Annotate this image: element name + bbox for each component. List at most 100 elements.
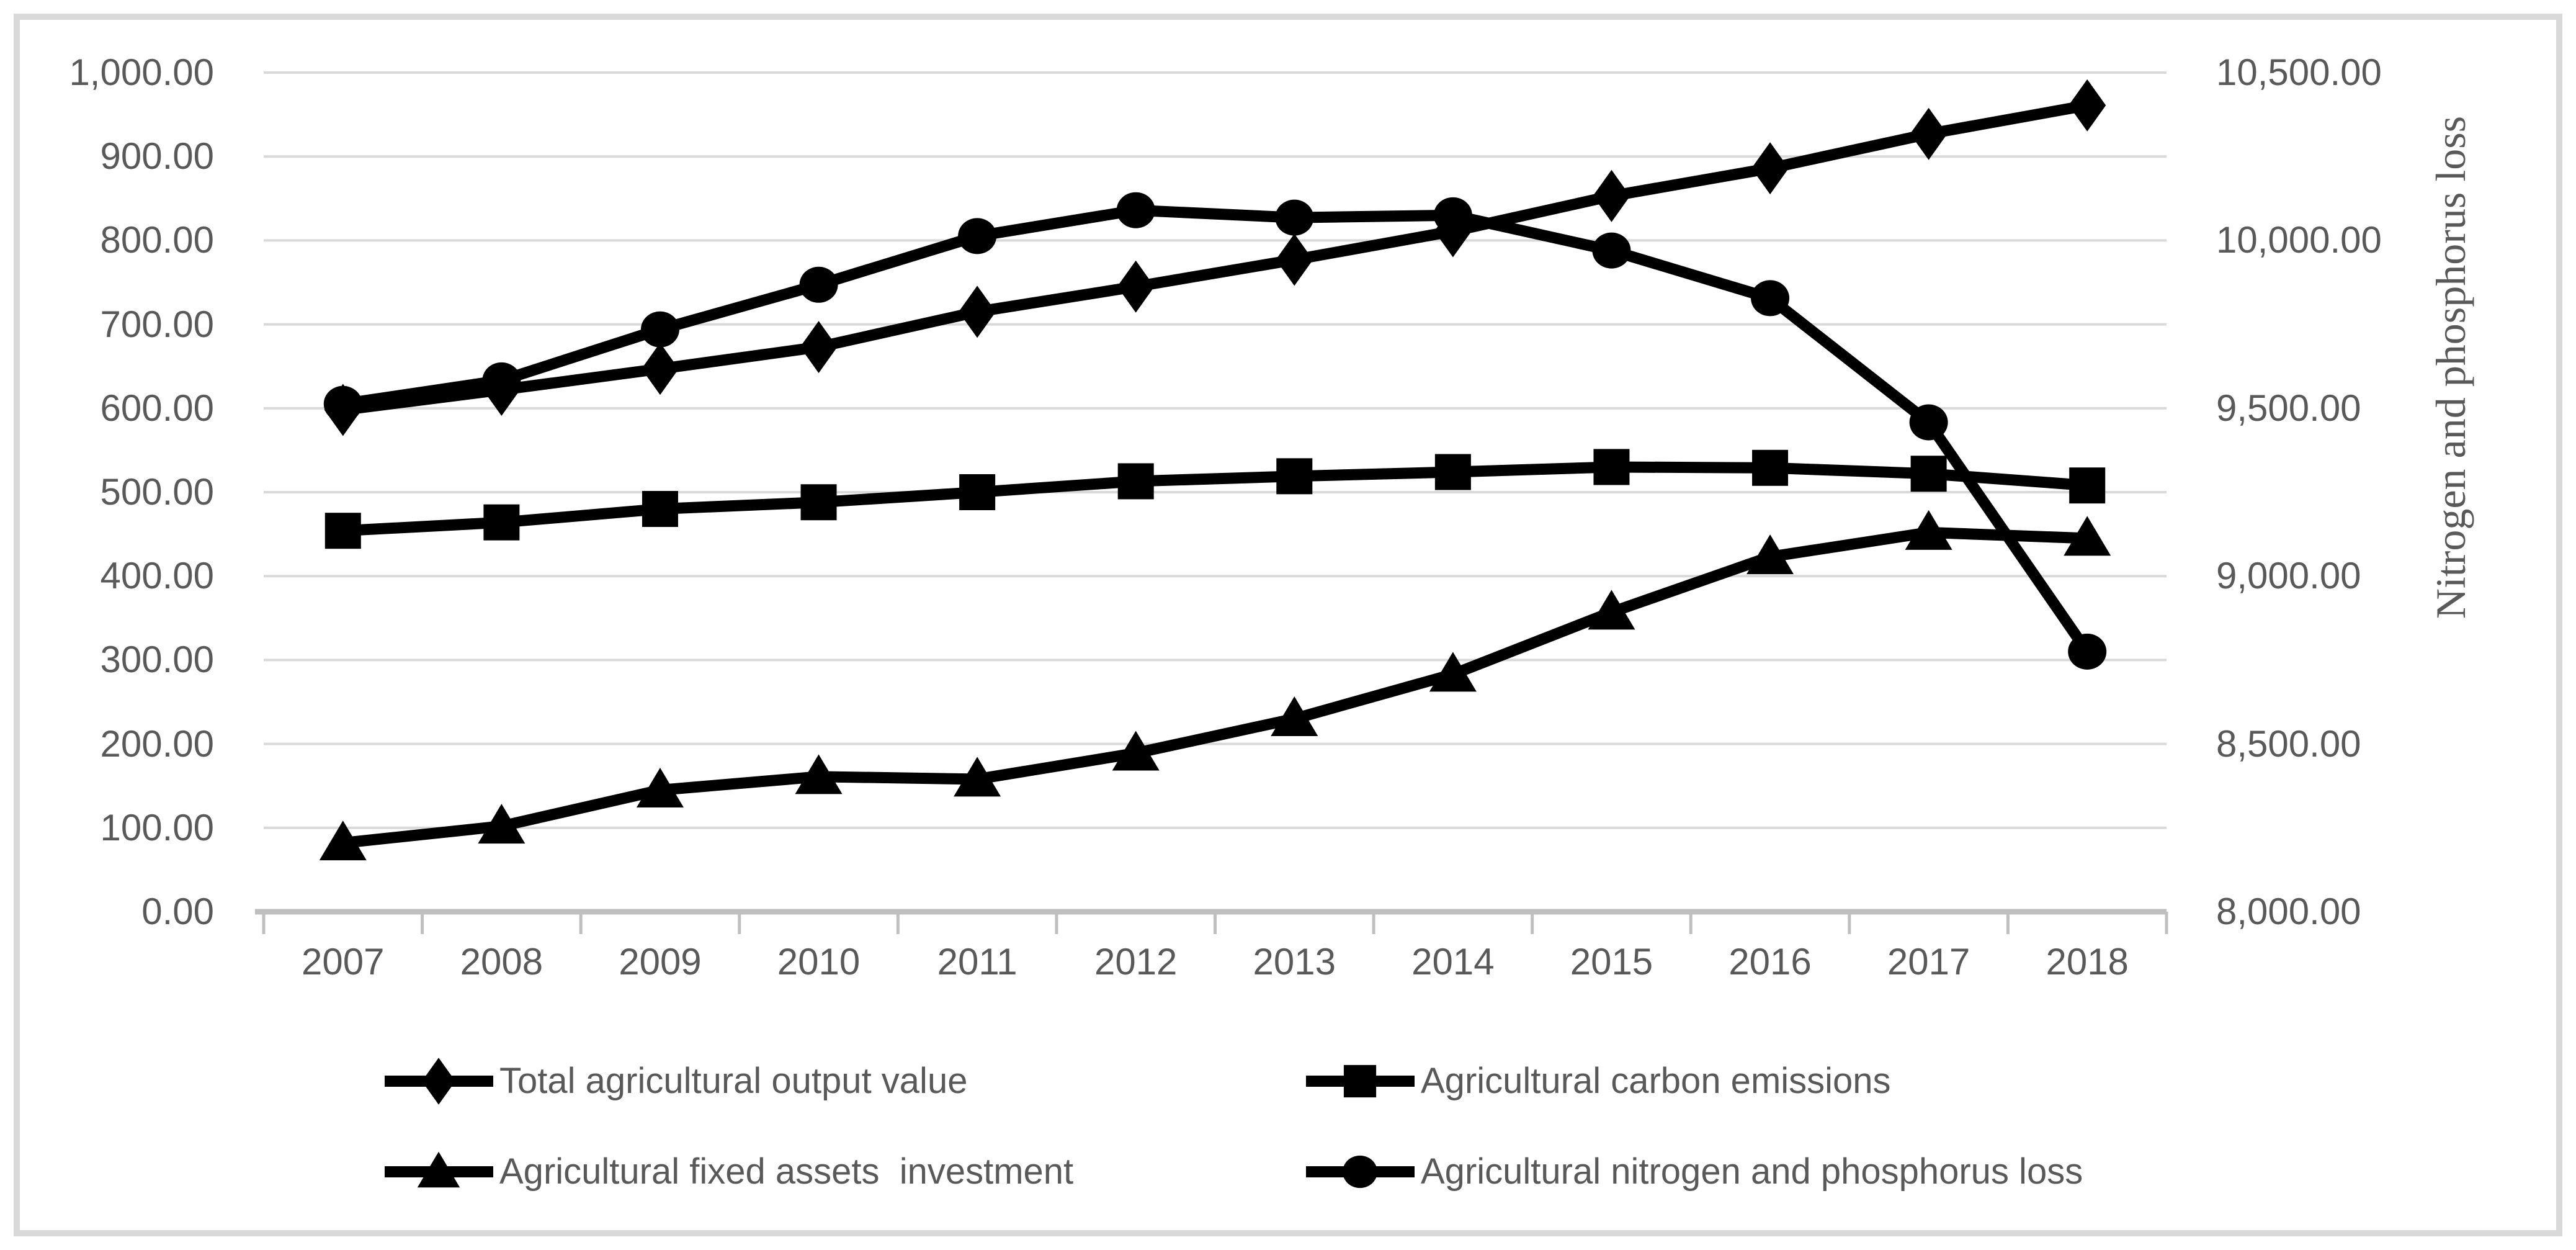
circle-marker — [482, 362, 521, 398]
diamond-marker — [1751, 142, 1789, 195]
right-axis-tick-label: 10,000.00 — [2216, 219, 2382, 261]
left-axis-tick-label: 700.00 — [100, 303, 214, 345]
x-axis-tick-label: 2015 — [1570, 941, 1653, 982]
diamond-marker — [2068, 79, 2106, 132]
legend-label: Agricultural nitrogen and phosphorus los… — [1421, 1151, 2083, 1192]
triangle-marker — [319, 821, 367, 861]
triangle-marker — [795, 754, 843, 794]
circle-series-key-icon — [1306, 1155, 1415, 1189]
circle-marker — [1433, 197, 1472, 233]
left-axis-tick-label: 500.00 — [100, 471, 214, 513]
diamond-marker — [800, 321, 838, 374]
left-axis-tick-label: 200.00 — [100, 722, 214, 765]
legend-label: Total agricultural output value — [499, 1061, 968, 1101]
right-axis-tick-label: 8,000.00 — [2216, 891, 2361, 932]
series-square — [324, 449, 2106, 549]
diamond-marker — [1117, 260, 1155, 313]
x-axis-tick-label: 2011 — [937, 941, 1017, 982]
triangle-marker — [1429, 652, 1477, 692]
square-marker — [1117, 463, 1154, 500]
left-axis-tick-label: 600.00 — [100, 387, 214, 429]
x-axis-tick-label: 2014 — [1411, 941, 1495, 982]
square-marker — [800, 484, 837, 521]
diamond-marker — [959, 286, 996, 338]
legend-item-fixed-assets: Agricultural fixed assets investment — [385, 1146, 1073, 1198]
triangle-marker — [1271, 696, 1318, 737]
diamond-marker — [1910, 107, 1948, 160]
right-axis-tick-label: 9,500.00 — [2216, 387, 2361, 429]
triangle-marker — [636, 767, 684, 807]
series-line — [342, 204, 2092, 655]
left-axis-tick-label: 0.00 — [141, 891, 214, 932]
square-marker — [1910, 456, 1947, 492]
circle-marker — [1751, 280, 1790, 317]
circle-marker — [799, 266, 838, 303]
diamond-marker — [641, 343, 679, 395]
square-marker — [1752, 449, 1789, 486]
series-circle — [323, 192, 2107, 670]
right-axis-tick-label: 10,500.00 — [2216, 52, 2382, 93]
x-axis-tick-label: 2008 — [460, 941, 543, 982]
circle-marker — [1116, 192, 1155, 228]
x-axis-tick-label: 2016 — [1729, 941, 1812, 982]
legend-item-carbon-emissions: Agricultural carbon emissions — [1306, 1055, 1891, 1107]
x-axis-tick-label: 2013 — [1253, 941, 1336, 982]
square-marker — [1593, 449, 1630, 485]
left-axis-tick-label: 900.00 — [100, 135, 214, 178]
square-marker — [1276, 458, 1313, 495]
triangle-marker — [1112, 731, 1160, 771]
x-axis-tick-label: 2012 — [1094, 941, 1178, 982]
circle-marker — [1592, 232, 1631, 269]
circle-marker — [2068, 633, 2107, 670]
x-axis-tick-label: 2017 — [1887, 941, 1970, 982]
x-axis-tick-label: 2007 — [302, 941, 385, 982]
series-line — [342, 461, 2088, 537]
left-axis-tick-label: 100.00 — [100, 806, 214, 848]
square-marker — [483, 504, 520, 541]
series-diamond — [324, 79, 2106, 436]
legend-item-nitrogen-phosphorus: Agricultural nitrogen and phosphorus los… — [1306, 1146, 2083, 1198]
circle-marker — [640, 311, 679, 348]
x-axis-tick-label: 2018 — [2046, 941, 2129, 982]
triangle-series-key-icon — [385, 1151, 493, 1188]
circle-marker — [323, 385, 362, 422]
left-axis-tick-label: 400.00 — [100, 555, 214, 597]
circle-marker — [1343, 1155, 1377, 1189]
legend-label: Agricultural fixed assets investment — [499, 1151, 1074, 1192]
series-line — [342, 526, 2088, 849]
series-triangle — [319, 510, 2111, 861]
triangle-marker — [478, 804, 525, 844]
triangle-marker — [1905, 510, 1952, 550]
circle-marker — [1909, 404, 1948, 441]
diamond-marker — [422, 1058, 455, 1105]
right-axis-tick-label: 9,000.00 — [2216, 555, 2361, 597]
triangle-marker — [1588, 590, 1635, 630]
left-axis-tick-label: 800.00 — [100, 219, 214, 261]
left-axis-tick-label: 300.00 — [100, 639, 214, 681]
triangle-marker — [954, 757, 1001, 797]
triangle-marker — [1746, 534, 1794, 575]
square-marker — [1434, 454, 1471, 490]
legend-label: Agricultural carbon emissions — [1421, 1061, 1891, 1101]
x-axis-tick-label: 2009 — [619, 941, 702, 982]
triangle-marker — [2064, 516, 2111, 556]
diamond-series-key-icon — [385, 1058, 493, 1105]
x-axis-tick-label: 2010 — [777, 941, 861, 982]
right-axis-title: Nitrogen and phosphorus loss — [2427, 115, 2474, 619]
square-marker — [324, 513, 361, 549]
right-axis-tick-label: 8,500.00 — [2216, 722, 2361, 765]
square-marker — [1343, 1064, 1377, 1098]
diamond-marker — [1593, 169, 1630, 222]
left-axis-tick-label: 1,000.00 — [69, 52, 214, 93]
square-marker — [2069, 467, 2106, 504]
square-series-key-icon — [1306, 1064, 1415, 1098]
triangle-marker — [417, 1151, 460, 1188]
diamond-marker — [1276, 233, 1313, 286]
square-marker — [642, 491, 678, 528]
circle-marker — [1275, 199, 1314, 236]
series-line — [342, 99, 2088, 416]
square-marker — [959, 474, 996, 510]
legend-item-total-output: Total agricultural output value — [385, 1055, 967, 1107]
circle-marker — [958, 218, 997, 254]
